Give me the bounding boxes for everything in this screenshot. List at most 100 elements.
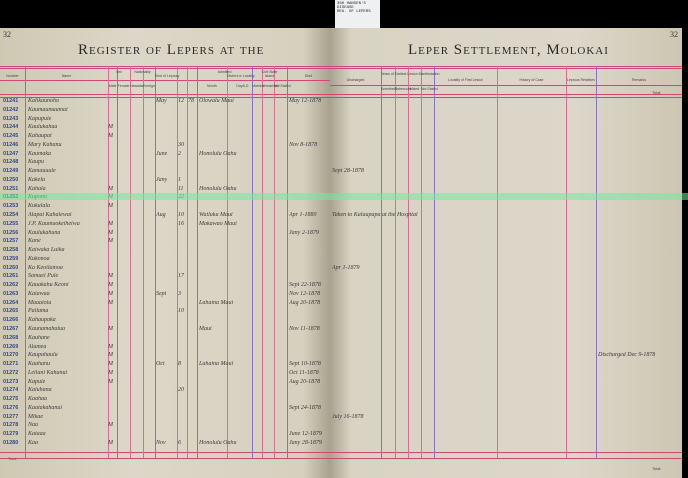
table-row: 01263 Kaiawaa M Sept 3 Nov 12-1878 [0, 291, 688, 300]
cell-name: Kapule [28, 378, 46, 385]
cell-name: Kaahaa [28, 396, 48, 403]
cell-died: Apr 1-1880 [289, 212, 317, 218]
table-row: 01261 Samuel Pule M 17 [0, 273, 688, 282]
column-header: Unmarried [262, 84, 279, 88]
ruled-column-line [566, 66, 567, 458]
cell-sex: M [108, 133, 113, 140]
cell-name: Ka Keoilamoa [28, 264, 63, 271]
cell-sex: M [108, 124, 113, 131]
column-header: Leprous Relatives [566, 78, 595, 82]
column-header: Died [304, 74, 313, 78]
ruled-column-line [381, 66, 382, 458]
cell-no: 01267 [3, 326, 19, 333]
cell-district: Lahaina Maui [199, 361, 234, 368]
cell-no: 01254 [3, 212, 19, 218]
ruled-line [0, 452, 682, 453]
ruled-column-line [497, 66, 498, 458]
ruled-column-line [395, 66, 396, 458]
cell-day: 1 [178, 176, 181, 183]
cell-no: 01274 [3, 387, 19, 394]
cell-no: 01273 [3, 378, 19, 385]
cell-no: 01262 [3, 282, 19, 289]
cell-month: Oct [156, 361, 165, 368]
cell-day: 10 [178, 212, 184, 218]
column-subheader: Mixed [409, 87, 420, 91]
cell-name: Kaupu [28, 159, 45, 166]
table-row: 01262 Kauakahu Keoni M Sept 22-1878 [0, 282, 688, 291]
cell-sex: M [108, 440, 113, 447]
cell-sex: M [108, 229, 113, 236]
ruled-line [0, 80, 330, 81]
table-row: 01276 Kaaiakahanui Sept 24-1878 [0, 405, 688, 414]
table-row: 01258 Kaiwaka Luika [0, 247, 688, 256]
cell-name: Kaunamahalua [28, 326, 66, 333]
cell-no: 01278 [3, 422, 19, 429]
table-row: 01257 Kane M [0, 238, 688, 247]
cell-name: Kalikaunoho [28, 98, 59, 104]
cell-name: Kamauuule [28, 168, 56, 175]
ruled-column-line [596, 66, 597, 458]
cell-sex: M [108, 299, 113, 306]
cell-no: 01270 [3, 352, 19, 359]
table-row: 01275 Kaahaa [0, 396, 688, 405]
table-row: 01266 Kahaupaka [0, 317, 688, 326]
cell-month: Aug [156, 212, 166, 218]
ruled-column-line [274, 66, 275, 458]
left-page: 32 Register of Lepers at the Total [0, 28, 330, 478]
table-row: 01277 Mikae July 16-1878 [0, 414, 688, 423]
cell-no: 01266 [3, 317, 19, 324]
ruled-line [330, 66, 682, 67]
ruled-column-line [434, 66, 435, 458]
cell-district: Maui [199, 326, 212, 333]
table-row: 01253 Kukulala M [0, 203, 688, 212]
ruled-line [0, 66, 330, 67]
cell-day: 6 [178, 440, 181, 447]
cell-month: June [156, 150, 168, 157]
cell-sex: M [108, 282, 113, 289]
cell-name: Kane [28, 238, 41, 245]
cell-no: 01249 [3, 168, 19, 175]
cell-died: Aug 20-1878 [289, 299, 321, 306]
cell-sex: M [108, 203, 113, 210]
table-row: 01272 Leilani Kahanui M Oct 11-1878 [0, 370, 688, 379]
table-row: 01274 Kaluhana 20 [0, 387, 688, 396]
table-row: 01251 Kahala M 11 Honolulu Oahu [0, 186, 688, 195]
cell-month: Jany [156, 176, 168, 183]
cell-no: 01269 [3, 343, 19, 350]
column-subheader: Not Stated [421, 87, 438, 91]
ruled-line [330, 97, 682, 98]
cell-died: Sept 10-1878 [289, 361, 321, 368]
cell-name: Kaumaumaumai [28, 106, 68, 113]
table-row: 01267 Kaunamahalua M Maui Nov 11-1878 [0, 326, 688, 335]
cell-no: 01263 [3, 290, 19, 297]
cell-name: Kaiwaka Luika [28, 247, 65, 254]
cell-no: 01256 [3, 229, 19, 236]
cell-discharged: Taken to Kalaupapa at the Hospital [332, 212, 418, 218]
cell-day: 20 [178, 387, 184, 394]
cell-sex: M [108, 273, 113, 280]
column-header: History of Case [519, 78, 544, 82]
page-number: 32 [3, 30, 11, 39]
cell-name: Kauakahu Keoni [28, 282, 69, 289]
cell-name: Kaupahaulu [28, 352, 58, 359]
cell-day: 12 [178, 98, 184, 104]
table-row: 01264 Maaaioia M Lahaina Maui Aug 20-1878 [0, 300, 688, 309]
table-row: 01260 Ka Keoilamoa Apr 1-1879 [0, 265, 688, 274]
cell-no: 01280 [3, 440, 19, 447]
cell-name: Kaaiakahanui [28, 404, 62, 411]
table-row: 01246 Mary Kahanu 30 Nov 8-1878 [0, 142, 688, 151]
ruled-column-line [177, 66, 178, 458]
cell-sex: M [108, 378, 113, 385]
cell-name: Samuel Pule [28, 273, 59, 280]
cell-name: J.P. Kaumuokeiheiwa [28, 220, 80, 227]
cell-no: 01260 [3, 264, 19, 271]
ruled-line [0, 68, 330, 69]
cell-sex: M [108, 343, 113, 350]
cell-district: Olowalu Maui [199, 98, 234, 104]
ruled-line [0, 458, 682, 459]
table-row: 01268 Kauhane [0, 335, 688, 344]
cell-remarks: Discharged Dec 9-1878 [598, 352, 656, 359]
cell-name: Mary Kahanu [28, 141, 62, 148]
cell-name: Alapai Kahalewai [28, 212, 72, 218]
column-header: Month [207, 84, 217, 88]
